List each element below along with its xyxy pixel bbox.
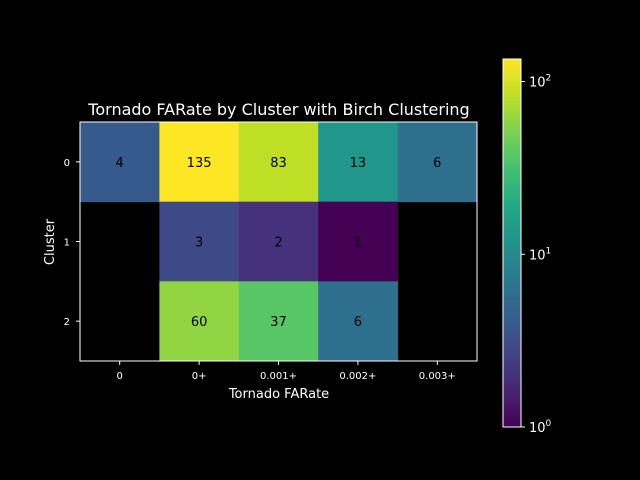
heatmap-cell <box>159 122 240 203</box>
cell-value-label: 13 <box>350 156 367 171</box>
x-tick-label: 0.003+ <box>419 371 456 382</box>
cell-value-label: 6 <box>354 315 362 330</box>
cell-value-label: 2 <box>274 236 282 251</box>
x-axis-label: Tornado FARate <box>228 387 329 402</box>
y-tick-label: 2 <box>64 317 70 328</box>
cell-value-label: 1 <box>354 236 362 251</box>
chart-title: Tornado FARate by Cluster with Birch Clu… <box>87 100 469 119</box>
heatmap-cell <box>80 122 160 203</box>
x-tick-label: 0 <box>117 371 123 382</box>
heatmap-cell <box>238 281 319 362</box>
heatmap-cell <box>238 201 319 282</box>
heatmap-cells: 4 135 83 13 6 3 2 1 60 37 6 <box>80 122 478 362</box>
cell-value-label: 3 <box>195 236 203 251</box>
cell-value-label: 4 <box>116 156 124 171</box>
x-tick-label: 0.001+ <box>260 371 297 382</box>
cell-value-label: 83 <box>270 156 287 171</box>
x-tick-label: 0+ <box>192 371 207 382</box>
cell-value-label: 135 <box>187 156 212 171</box>
heatmap-cell <box>318 201 399 282</box>
cell-value-label: 6 <box>433 156 441 171</box>
heatmap-cell <box>318 281 399 362</box>
colorbar-ticks: 100 101 102 <box>521 74 552 436</box>
y-axis-label: Cluster <box>43 218 58 265</box>
heatmap-cell <box>397 122 478 203</box>
y-tick-label: 0 <box>64 158 70 169</box>
cell-value-label: 60 <box>191 315 208 330</box>
heatmap-cell <box>159 281 240 362</box>
colorbar-tick-label: 101 <box>529 246 551 263</box>
heatmap-cell <box>318 122 399 203</box>
colorbar-tick-label: 100 <box>529 419 552 436</box>
y-axis-ticks: 0 1 2 <box>64 158 80 328</box>
heatmap-cell <box>159 201 240 282</box>
y-tick-label: 1 <box>64 238 70 249</box>
colorbar-tick-label: 102 <box>529 74 551 91</box>
x-tick-label: 0.002+ <box>339 371 376 382</box>
cell-value-label: 37 <box>270 315 287 330</box>
heatmap-cell <box>238 122 319 203</box>
x-axis-ticks: 0 0+ 0.001+ 0.002+ 0.003+ <box>117 361 456 382</box>
colorbar <box>502 58 522 428</box>
